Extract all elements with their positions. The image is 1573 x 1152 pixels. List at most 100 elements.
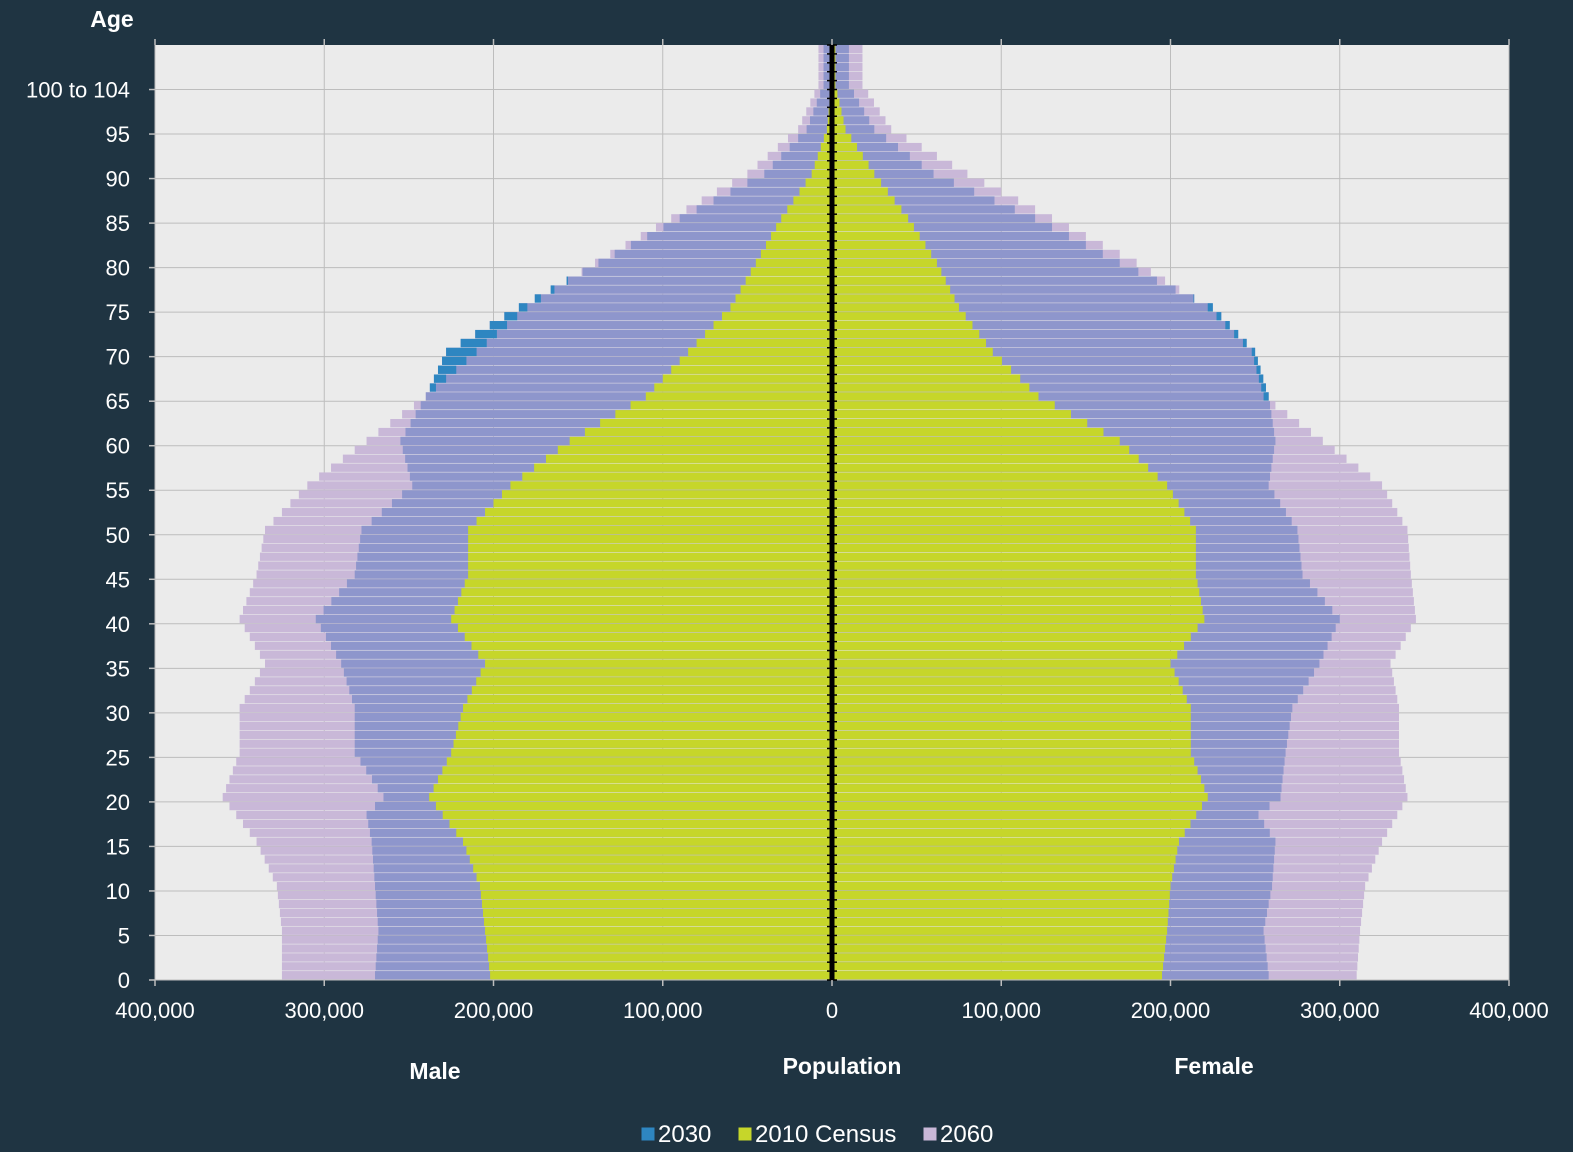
bar-male <box>550 285 832 294</box>
bar-male <box>485 659 832 668</box>
bar-female <box>832 178 954 187</box>
bar-male <box>809 116 832 125</box>
bar-female <box>832 169 934 178</box>
bar-male <box>442 766 832 775</box>
bar-female <box>832 187 975 196</box>
bar-male <box>468 561 832 570</box>
bar-female-2030-excess <box>1263 392 1269 401</box>
legend-swatch <box>737 1126 753 1142</box>
bar-male <box>454 606 832 615</box>
bar-female <box>832 516 1191 526</box>
bar-male <box>781 151 832 161</box>
bar-male <box>456 828 832 837</box>
bar-female <box>832 472 1158 481</box>
bar-female <box>832 890 1170 900</box>
bar-male <box>811 169 832 178</box>
axis <box>149 39 1510 986</box>
bar-male <box>468 570 832 579</box>
bar-male <box>730 187 832 196</box>
bar-male <box>469 855 832 864</box>
bar-male <box>481 899 832 909</box>
bar-male <box>816 98 832 107</box>
bar-male <box>480 668 832 677</box>
bar-male <box>750 267 832 276</box>
bar-male <box>787 205 832 214</box>
bar-male <box>679 214 832 223</box>
bar-female <box>832 419 1088 428</box>
y-tick-label: 90 <box>106 167 130 192</box>
bar-male <box>453 739 832 748</box>
bar-female <box>832 579 1198 588</box>
bar-male <box>799 187 832 196</box>
y-tick-label: 30 <box>106 701 130 726</box>
y-tick-label: 35 <box>106 656 130 681</box>
bar-male <box>823 62 832 72</box>
bar-male <box>437 365 832 374</box>
legend-label: 2030 <box>658 1121 711 1148</box>
bar-female <box>832 205 902 214</box>
bar-female <box>832 846 1178 855</box>
bar-female <box>832 525 1196 535</box>
bar-male <box>823 80 832 89</box>
bar-male <box>433 784 832 793</box>
bar-female <box>832 223 914 232</box>
bar-male <box>793 196 832 205</box>
bar-male-2030-excess <box>489 321 508 330</box>
bar-female <box>832 623 1198 633</box>
bar-male-2030-excess <box>475 329 497 339</box>
bar-female <box>832 606 1203 615</box>
bar-male <box>806 125 832 134</box>
bar-female <box>832 383 1266 392</box>
bar-male <box>435 801 832 811</box>
bar-male <box>476 873 832 882</box>
bar-male <box>823 134 832 143</box>
bar-female-2030-excess <box>1207 303 1213 312</box>
bar-female <box>832 935 1167 944</box>
bar-male <box>446 757 832 766</box>
bar-male <box>789 142 832 152</box>
bar-female <box>832 321 973 330</box>
bar-female <box>832 196 995 205</box>
bar-female <box>832 347 1256 357</box>
bar-female <box>832 695 1187 704</box>
bar-male-2030-excess <box>504 312 518 321</box>
bar-female <box>832 312 966 321</box>
bar-female <box>832 71 849 81</box>
bar-male <box>730 303 832 312</box>
bar-female <box>832 240 1086 250</box>
bar-female <box>832 125 875 134</box>
bar-male <box>771 232 832 241</box>
bar-male <box>471 686 832 695</box>
bar-female <box>832 490 1173 499</box>
bar-female <box>832 588 1200 597</box>
x-tick-label: 400,000 <box>1469 998 1549 1023</box>
bar-female-2030-excess <box>1258 374 1264 383</box>
bar-female <box>832 775 1201 784</box>
bar-female <box>832 214 909 223</box>
bar-male <box>823 53 832 63</box>
y-tick-label: 70 <box>106 345 130 370</box>
y-tick-label: 50 <box>106 523 130 548</box>
x-tick-label: 400,000 <box>115 998 195 1023</box>
bar-female <box>832 392 1269 401</box>
bar-female <box>832 285 1176 294</box>
bar-female <box>832 855 1176 864</box>
bar-male <box>473 864 832 873</box>
bar-female <box>832 793 1208 802</box>
y-tick-label: 65 <box>106 389 130 414</box>
bar-male <box>487 944 832 953</box>
bar-male <box>598 258 832 268</box>
series-2030-excess <box>429 276 1269 401</box>
bar-male <box>476 677 832 686</box>
bar-female <box>832 784 1205 793</box>
bar-female <box>832 258 937 268</box>
bar-female <box>832 347 993 357</box>
bar-female <box>832 107 842 116</box>
bar-male <box>493 499 832 508</box>
bar-male-2030-excess <box>429 383 436 392</box>
bar-male <box>817 151 832 161</box>
bar-female <box>832 303 959 312</box>
bar-female <box>832 329 980 339</box>
bar-male <box>755 258 832 268</box>
bar-male <box>814 160 832 170</box>
